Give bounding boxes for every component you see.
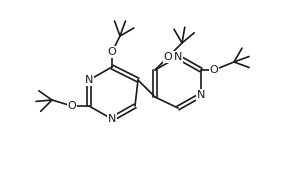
Text: N: N bbox=[197, 90, 205, 100]
Text: O: O bbox=[164, 52, 172, 62]
Text: O: O bbox=[210, 65, 218, 75]
Text: N: N bbox=[85, 75, 93, 85]
Text: N: N bbox=[174, 52, 182, 62]
Text: N: N bbox=[108, 114, 116, 124]
Text: O: O bbox=[108, 47, 116, 57]
Text: O: O bbox=[68, 101, 76, 111]
